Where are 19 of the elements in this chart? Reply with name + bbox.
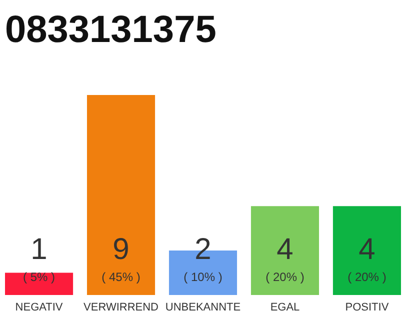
chart-title: 0833131375 [5, 9, 216, 51]
bar [5, 272, 74, 295]
data-label: 4 [276, 233, 294, 266]
x-tick-label: NEGATIV [15, 302, 64, 314]
x-tick-label: EGAL [270, 302, 300, 314]
data-label: 1 [30, 233, 48, 266]
annotation: ( 5% ) [23, 270, 56, 284]
bar [332, 206, 401, 295]
bar [86, 95, 156, 295]
annotation: ( 45% ) [102, 270, 140, 284]
x-tick-label: VERWIRREND [84, 302, 159, 314]
x-tick-label: UNBEKANNTE [165, 302, 241, 314]
data-label: 4 [358, 233, 376, 266]
data-label: 9 [112, 233, 130, 266]
bar [250, 206, 320, 295]
annotation: ( 10% ) [184, 270, 222, 284]
annotation: ( 20% ) [348, 270, 386, 284]
x-tick-label: POSITIV [345, 302, 390, 314]
annotation: ( 20% ) [266, 270, 304, 284]
